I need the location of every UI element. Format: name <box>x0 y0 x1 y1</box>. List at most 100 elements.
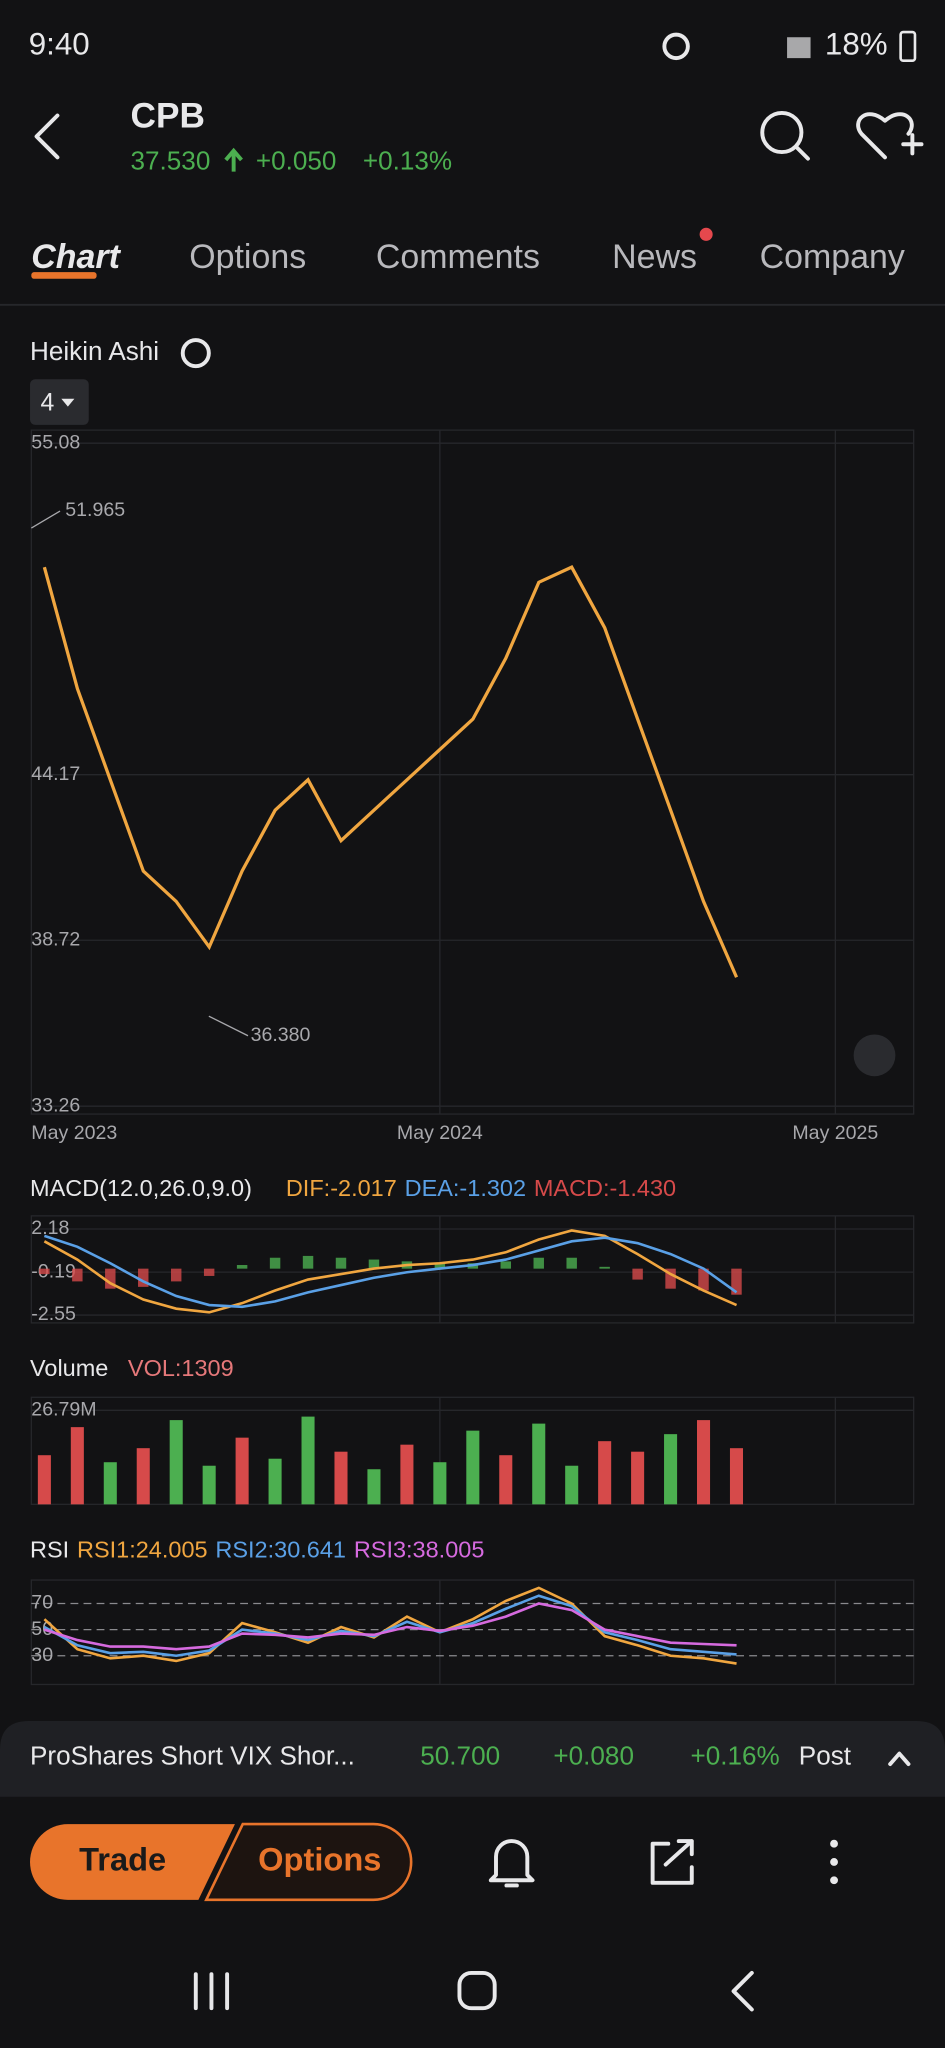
y-tick-label: -2.55 <box>31 1303 76 1325</box>
tab-options[interactable]: Options <box>189 238 306 276</box>
x-tick-label: May 2024 <box>397 1122 483 1144</box>
plot-frame <box>30 1215 915 1324</box>
histogram-bar <box>632 1268 643 1280</box>
search-button[interactable] <box>760 110 810 161</box>
y-tick-label: 44.17 <box>31 763 80 785</box>
volume-bar <box>532 1423 546 1505</box>
histogram-bar <box>138 1268 149 1287</box>
dot <box>830 1858 838 1866</box>
legend-label: DEA:-1.302 <box>405 1175 526 1201</box>
volume-bar <box>565 1465 579 1505</box>
rsi-title: RSI <box>30 1537 69 1563</box>
tab-comments[interactable]: Comments <box>376 238 540 276</box>
ticker-change-pct: +0.16% <box>690 1740 779 1770</box>
volume-bar <box>37 1455 51 1505</box>
x-tick-label: May 2023 <box>31 1122 117 1144</box>
share-button[interactable] <box>650 1839 694 1885</box>
back-button[interactable] <box>34 113 60 160</box>
volume-bar <box>136 1448 150 1505</box>
histogram-bar <box>368 1259 380 1269</box>
legend-label: RSI1:24.005 <box>77 1537 208 1563</box>
alert-button[interactable] <box>488 1839 535 1888</box>
volume-bar <box>631 1451 645 1505</box>
volume-bar <box>235 1437 249 1505</box>
y-tick-label: -0.19 <box>31 1260 76 1282</box>
series-line <box>43 1234 738 1309</box>
trade-button[interactable] <box>30 1824 235 1900</box>
ticker-name: ProShares Short VIX Shor... <box>30 1740 355 1770</box>
volume-bar <box>202 1465 216 1505</box>
volume-title: Volume <box>30 1355 108 1381</box>
histogram-bar <box>236 1265 248 1269</box>
tab-chart[interactable]: Chart <box>31 238 121 276</box>
volume-bar <box>466 1430 480 1505</box>
histogram-bar <box>566 1257 577 1269</box>
volume-bar <box>664 1434 678 1505</box>
volume-bar <box>598 1441 612 1505</box>
volume-bar <box>367 1469 381 1505</box>
volume-bar <box>103 1462 117 1505</box>
interval-caret <box>61 398 75 407</box>
price: 37.530 <box>131 145 211 175</box>
legend-label: RSI2:30.641 <box>215 1537 346 1563</box>
volume-bar <box>499 1455 513 1505</box>
macd-title: MACD(12.0,26.0,9.0) <box>30 1175 252 1201</box>
volume-label: VOL:1309 <box>128 1355 234 1381</box>
x-tick-label: May 2025 <box>792 1122 878 1144</box>
options-label: Options <box>258 1841 381 1878</box>
up-arrow <box>224 147 243 172</box>
volume-bar <box>70 1427 84 1505</box>
options-button[interactable] <box>204 1822 413 1902</box>
ticker-bar[interactable] <box>0 1721 945 1797</box>
alarm-icon <box>662 32 690 61</box>
y-tick-label: 30 <box>31 1644 53 1666</box>
legend-label: MACD:-1.430 <box>534 1175 676 1201</box>
search-handle <box>794 144 810 161</box>
dot <box>830 1876 838 1885</box>
series-line <box>43 1602 737 1651</box>
dot <box>830 1839 838 1848</box>
histogram-bar <box>302 1255 314 1269</box>
interval: 4 <box>40 390 54 417</box>
nav-recents[interactable] <box>193 1972 230 2011</box>
status-battery: 18% <box>825 27 888 62</box>
expand-button[interactable] <box>853 1034 896 1077</box>
chart-style[interactable]: Heikin Ashi <box>30 336 159 366</box>
histogram-bar <box>105 1268 116 1289</box>
histogram-bar <box>599 1266 610 1269</box>
price-line <box>42 565 739 978</box>
histogram-bar <box>698 1268 709 1291</box>
watchlist-button[interactable] <box>856 112 914 160</box>
volume-bar <box>697 1420 711 1505</box>
histogram-bar <box>39 1268 50 1275</box>
volume-bar <box>301 1416 315 1505</box>
y-tick-label: 26.79M <box>31 1398 96 1420</box>
more-button[interactable] <box>830 1839 838 1885</box>
interval-selector[interactable] <box>30 379 89 425</box>
nav-home[interactable] <box>457 1970 497 2011</box>
status-time: 9:40 <box>29 27 90 62</box>
tab-news[interactable]: News <box>612 238 697 276</box>
info-icon[interactable] <box>180 338 211 369</box>
plot-frame <box>30 429 915 1115</box>
tab-company[interactable]: Company <box>760 238 905 276</box>
battery-icon <box>899 30 917 63</box>
ticker-expand[interactable] <box>888 1751 911 1767</box>
series-line <box>43 1229 738 1314</box>
ticker-change: +0.080 <box>553 1740 634 1770</box>
search-icon <box>760 110 804 155</box>
volume-bar <box>433 1462 447 1505</box>
series-line <box>43 1594 737 1658</box>
trade-label: Trade <box>79 1841 166 1878</box>
price-change-pct: +0.13% <box>363 145 452 175</box>
y-tick-label: 33.26 <box>31 1094 80 1116</box>
nav-back[interactable] <box>731 1970 754 2012</box>
histogram-bar <box>203 1268 215 1276</box>
histogram-bar <box>72 1268 83 1282</box>
high-annotation: 51.965 <box>65 499 125 521</box>
low-annotation: 36.380 <box>251 1024 311 1046</box>
legend-label: RSI3:38.005 <box>354 1537 485 1563</box>
y-tick-label: 55.08 <box>31 431 80 453</box>
